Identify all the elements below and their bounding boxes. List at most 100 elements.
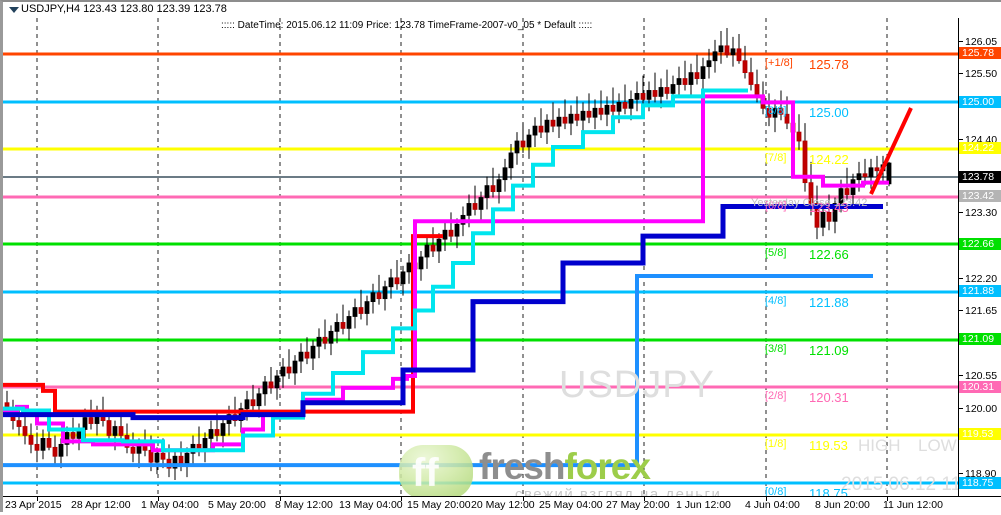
candle-body <box>70 432 76 439</box>
candle-body <box>604 104 610 115</box>
candle-body <box>262 381 268 395</box>
watermark-datetime: 2015.06.12 11:09 <box>841 474 958 495</box>
candle-body <box>832 203 838 222</box>
candle-body <box>28 435 34 445</box>
candle-body <box>826 211 832 222</box>
candle-body <box>808 182 814 204</box>
candle-body <box>388 277 394 288</box>
time-tick-label: 23 Apr 2015 <box>5 499 62 511</box>
price-tick-label: 123.30 <box>965 207 998 219</box>
candle-body <box>304 351 310 359</box>
price-tag: 124.22 <box>959 142 1001 154</box>
chart-plot-area[interactable]: ::::: DateTime: 2015.06.12 11:09 Price: … <box>3 18 958 496</box>
price-tick-label: 126.05 <box>965 36 998 48</box>
indicator-band-magenta <box>3 94 889 453</box>
candle-body <box>706 60 712 68</box>
candle-body <box>664 87 670 94</box>
candle-body <box>778 107 784 115</box>
axis-tick <box>959 310 963 311</box>
price-tick-label: 122.20 <box>965 273 998 285</box>
price-tag: 125.78 <box>959 47 1001 59</box>
level-value-label: 122.66 <box>809 247 849 262</box>
time-tick-label: 4 Jun 04:00 <box>745 499 800 511</box>
time-axis-tick <box>887 497 888 501</box>
svg-text:ff: ff <box>412 451 439 495</box>
candle-body <box>490 185 496 192</box>
candle-body <box>322 336 328 344</box>
level-value-label: 123.43 <box>809 200 849 215</box>
candle-body <box>88 417 94 424</box>
candle-body <box>634 93 640 100</box>
candle-body <box>820 211 826 228</box>
price-axis[interactable]: 126.05 125.50 124.40 123.30 122.20 121.65 120.… <box>958 18 1001 513</box>
candle-body <box>16 420 22 427</box>
candle-body <box>382 286 388 300</box>
level-value-label: 125.00 <box>809 105 849 120</box>
candle-body <box>58 443 64 457</box>
level-tag-label: [4/8] <box>765 295 787 307</box>
candle-body <box>700 66 706 79</box>
price-tag: 123.78 <box>959 171 1001 183</box>
time-axis-tick <box>766 497 767 501</box>
level-value-label: 124.22 <box>809 152 849 167</box>
candle-body <box>694 72 700 79</box>
indicator-band-cyan <box>3 88 748 453</box>
logo-fresh-text: fresh <box>479 446 565 487</box>
candle-body <box>586 110 592 118</box>
time-tick-label: 15 May 20:00 <box>407 499 471 511</box>
candle-body <box>580 110 586 121</box>
trendline[interactable] <box>869 107 913 195</box>
candle-body <box>868 167 874 178</box>
axis-tick <box>959 375 963 376</box>
candle-body <box>838 188 844 204</box>
candle-body <box>424 244 430 258</box>
candle-body <box>562 116 568 124</box>
time-axis[interactable]: 23 Apr 2015 28 Apr 12:00 1 May 04:00 5 May … <box>3 496 1001 515</box>
price-tick-label: 121.65 <box>965 305 998 317</box>
candle-body <box>154 452 160 463</box>
candle-body <box>610 104 616 112</box>
level-tag-label: [3/8] <box>765 343 787 355</box>
logo-wordmark: freshforex <box>479 446 651 488</box>
candle-body <box>256 393 262 407</box>
indicator-band-darkblue <box>3 203 883 421</box>
time-tick-label: 27 May 20:00 <box>606 499 670 511</box>
candle-body <box>550 119 556 127</box>
level-value-label: 118.75 <box>809 486 848 496</box>
chevron-down-icon[interactable] <box>9 7 19 13</box>
candle-body <box>394 277 400 285</box>
candle-body <box>742 60 748 74</box>
time-tick-label: 25 May 04:00 <box>539 499 603 511</box>
candle-body <box>670 84 676 94</box>
candle-body <box>640 93 646 100</box>
candle-body <box>814 203 820 228</box>
candle-body <box>208 429 214 439</box>
candle-body <box>352 307 358 317</box>
candle-body <box>160 452 166 460</box>
candle-body <box>568 113 574 124</box>
candle-body <box>22 426 28 436</box>
time-tick-label: 5 May 20:00 <box>208 499 266 511</box>
price-tick-label: 120.00 <box>965 403 998 415</box>
candle-body <box>844 188 850 195</box>
candle-body <box>682 78 688 85</box>
time-axis-tick <box>523 497 524 501</box>
symbol-ohlc-label: USDJPY,H4 123.43 123.80 123.39 123.78 <box>21 3 227 15</box>
candle-body <box>616 101 622 112</box>
time-axis-tick <box>644 497 645 501</box>
candle-body <box>544 119 550 133</box>
candle-body <box>454 223 460 237</box>
candle-body <box>364 301 370 314</box>
candle-body <box>310 345 316 359</box>
candle-body <box>268 381 274 389</box>
time-tick-label: 13 May 04:00 <box>339 499 403 511</box>
candle-body <box>766 107 772 118</box>
level-tag-label: [0/8] <box>765 486 787 496</box>
candle-body <box>346 316 352 329</box>
time-tick-label: 8 May 12:00 <box>275 499 333 511</box>
level-tag-label: [2/8] <box>765 390 787 402</box>
candle-body <box>676 78 682 85</box>
candle-body <box>658 87 664 97</box>
candle-body <box>172 455 178 469</box>
candle-body <box>418 256 424 270</box>
